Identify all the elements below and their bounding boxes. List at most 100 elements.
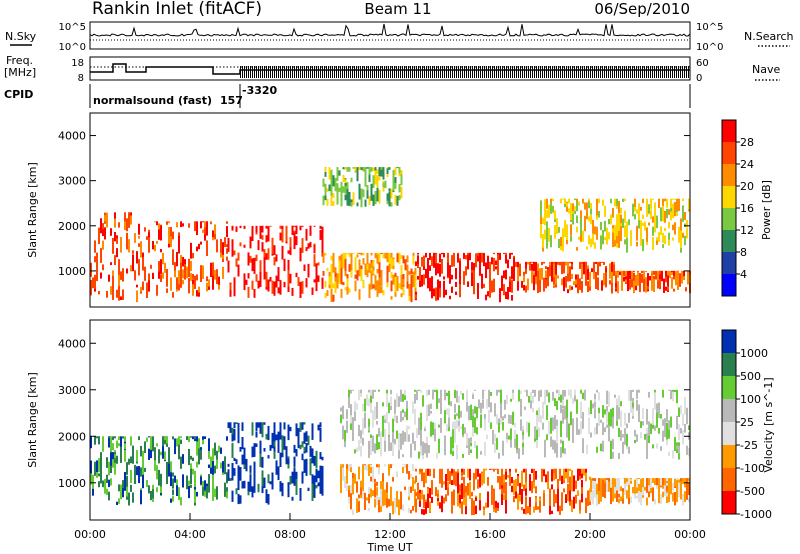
data-cell <box>658 198 660 208</box>
data-cell <box>563 468 565 481</box>
data-cell <box>508 435 510 440</box>
data-cell <box>90 280 92 296</box>
data-cell <box>620 207 622 214</box>
data-cell <box>346 409 348 419</box>
data-cell <box>378 252 381 264</box>
data-cell <box>281 229 284 243</box>
data-cell <box>366 258 369 265</box>
data-cell <box>651 270 653 274</box>
data-cell <box>279 232 282 241</box>
data-cell <box>547 471 549 482</box>
data-cell <box>503 284 505 296</box>
data-cell <box>208 286 210 290</box>
data-cell <box>194 221 196 232</box>
data-cell <box>506 432 508 440</box>
data-cell <box>394 272 397 278</box>
data-cell <box>180 255 182 266</box>
data-cell <box>688 498 690 503</box>
data-cell <box>152 436 154 452</box>
data-cell <box>368 426 370 431</box>
data-cell <box>659 270 661 286</box>
data-cell <box>192 468 194 475</box>
data-cell <box>390 396 392 406</box>
data-cell <box>509 468 511 472</box>
data-cell <box>202 229 204 233</box>
data-cell <box>497 476 499 483</box>
data-cell <box>388 402 390 414</box>
data-cell <box>162 252 164 261</box>
data-cell <box>156 443 158 447</box>
data-cell <box>330 255 333 261</box>
data-cell <box>484 417 486 431</box>
data-cell <box>560 447 562 458</box>
data-cell <box>370 488 372 498</box>
data-cell <box>466 394 468 412</box>
beam-title: Beam 11 <box>364 0 431 18</box>
data-cell <box>400 174 403 186</box>
data-cell <box>362 403 364 412</box>
data-cell <box>618 230 620 248</box>
data-cell <box>459 280 461 298</box>
data-cell <box>427 468 429 476</box>
data-cell <box>98 436 100 445</box>
data-cell <box>321 456 324 461</box>
data-cell <box>396 491 398 508</box>
data-cell <box>287 458 290 465</box>
data-cell <box>676 213 678 217</box>
data-cell <box>368 263 371 273</box>
data-cell <box>348 497 350 504</box>
data-cell <box>485 502 487 508</box>
data-cell <box>612 451 614 459</box>
data-cell <box>253 477 256 493</box>
data-cell <box>340 197 343 207</box>
data-cell <box>172 231 174 240</box>
data-cell <box>505 482 507 496</box>
data-cell <box>520 419 522 431</box>
data-cell <box>441 259 443 274</box>
data-cell <box>480 451 482 455</box>
data-cell <box>400 265 403 280</box>
data-cell <box>676 445 678 450</box>
data-cell <box>616 214 618 232</box>
data-cell <box>662 478 664 485</box>
data-cell <box>569 476 571 491</box>
data-cell <box>386 193 389 201</box>
data-cell <box>154 447 156 461</box>
data-cell <box>372 410 374 428</box>
data-cell <box>623 270 625 277</box>
cpid-value2: -3320 <box>242 84 278 97</box>
data-cell <box>261 235 264 240</box>
data-cell <box>576 226 578 233</box>
data-cell <box>634 440 636 444</box>
data-cell <box>678 445 680 454</box>
data-cell <box>626 490 628 499</box>
data-cell <box>542 422 544 430</box>
data-cell <box>414 489 416 507</box>
data-cell <box>178 277 180 291</box>
data-cell <box>150 264 152 269</box>
data-cell <box>522 432 524 435</box>
y-tick-label: 3000 <box>58 175 86 188</box>
data-cell <box>222 242 224 255</box>
data-cell <box>168 221 170 224</box>
data-cell <box>550 200 552 214</box>
data-cell <box>566 202 568 207</box>
data-cell <box>204 227 206 241</box>
data-cell <box>600 488 602 502</box>
data-cell <box>429 488 431 499</box>
data-cell <box>374 406 376 420</box>
data-cell <box>614 198 616 207</box>
data-cell <box>208 464 210 468</box>
data-cell <box>505 468 507 472</box>
data-cell <box>402 454 404 458</box>
power-colorbar-label: Power [dB] <box>760 180 773 240</box>
data-cell <box>618 412 620 420</box>
data-cell <box>200 449 202 460</box>
data-cell <box>313 254 316 267</box>
data-cell <box>568 423 570 441</box>
data-cell <box>202 486 204 496</box>
data-cell <box>630 400 632 413</box>
data-cell <box>229 283 232 290</box>
data-cell <box>305 443 308 453</box>
data-cell <box>680 218 682 231</box>
